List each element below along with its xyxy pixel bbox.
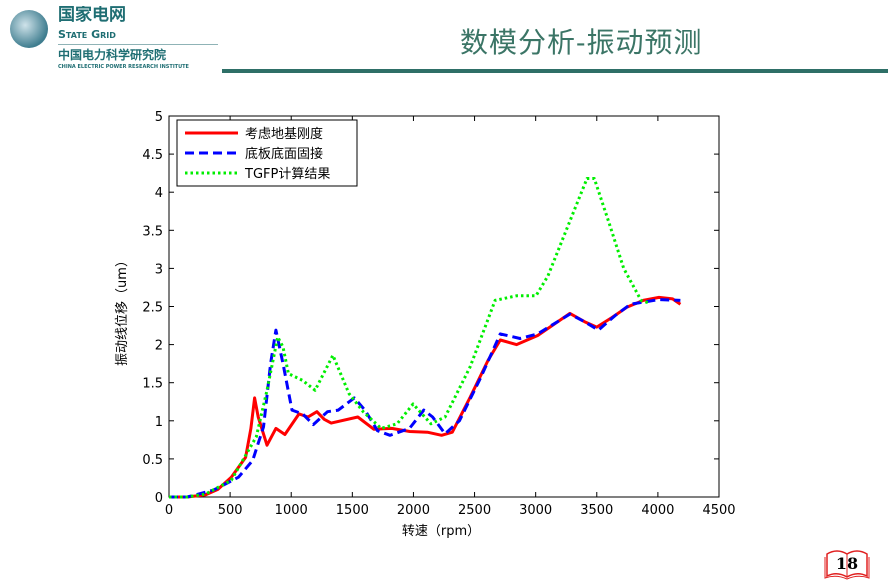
x-tick-label: 4000: [641, 503, 674, 518]
y-tick-label: 0: [155, 491, 163, 506]
book-icon: [824, 550, 870, 580]
x-tick-label: 0: [165, 503, 173, 518]
brand-en: State Grid: [58, 28, 116, 41]
x-tick-label: 2000: [397, 503, 430, 518]
y-tick-label: 5: [155, 110, 163, 125]
series-line-1: [169, 298, 681, 499]
x-axis-label: 转速（rpm）: [402, 524, 480, 539]
legend-label: 底板底面固接: [245, 146, 323, 162]
header-divider: [58, 44, 218, 45]
x-tick-label: 4500: [702, 503, 735, 518]
page-number: 18: [835, 554, 859, 573]
y-tick-label: 1: [155, 415, 163, 430]
x-tick-label: 500: [218, 503, 243, 518]
y-tick-label: 3: [155, 262, 163, 277]
y-tick-label: 4.5: [142, 148, 163, 163]
x-tick-label: 2500: [458, 503, 491, 518]
y-tick-label: 3.5: [142, 224, 163, 239]
legend-label: 考虑地基刚度: [245, 126, 323, 142]
slide-title: 数模分析-振动预测: [460, 26, 703, 59]
x-tick-label: 3000: [519, 503, 552, 518]
y-axis-label: 振动线位移（um）: [115, 254, 130, 366]
legend-label: TGFP计算结果: [244, 167, 330, 182]
brand-cn: 国家电网: [58, 6, 126, 25]
y-tick-label: 2: [155, 339, 163, 354]
y-tick-label: 2.5: [142, 301, 163, 316]
institute-cn: 中国电力科学研究院: [58, 48, 167, 62]
header-rule: [222, 69, 888, 73]
institute-en: CHINA ELECTRIC POWER RESEARCH INSTITUTE: [58, 64, 189, 70]
x-tick-label: 1000: [275, 503, 308, 518]
state-grid-logo-icon: [10, 10, 48, 48]
x-tick-label: 1500: [336, 503, 369, 518]
page-indicator: 18: [824, 548, 870, 580]
x-tick-label: 3500: [580, 503, 613, 518]
y-tick-label: 4: [155, 186, 163, 201]
y-tick-label: 1.5: [142, 377, 163, 392]
y-tick-label: 0.5: [142, 453, 163, 468]
series-line-2: [169, 177, 649, 499]
